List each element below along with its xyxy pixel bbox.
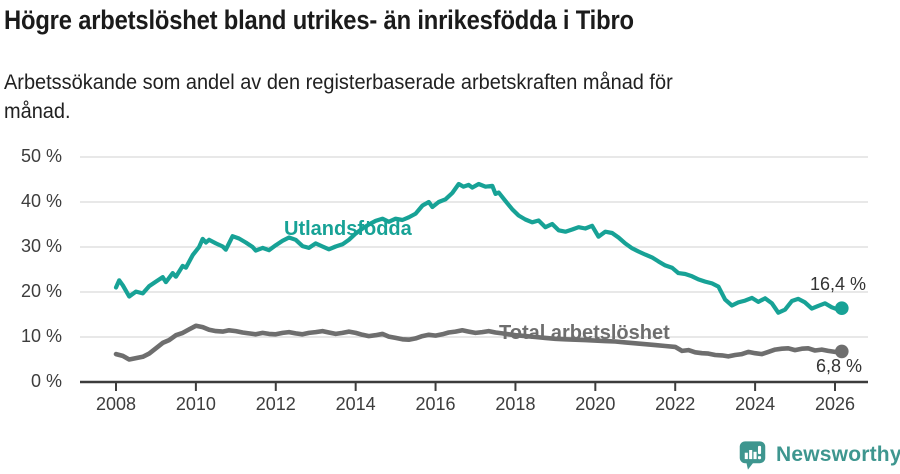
series-line-total [113,323,845,362]
x-tick-label: 2024 [735,394,776,414]
y-tick-label: 20 % [20,281,62,301]
series-line-utlandsfodda [113,181,844,315]
newsworthy-wordmark: Newsworthy [776,443,900,466]
x-tick-label: 2010 [175,394,216,414]
end-value-label-total: 6,8 % [815,356,862,376]
x-tick-label: 2022 [655,394,696,414]
series-end-dot-total [835,344,849,359]
x-tick-label: 2008 [95,394,137,414]
chart-subtitle: Arbetssökande som andel av den registerb… [4,68,673,126]
end-value-label-utlandsfodda: 16,4 % [809,274,866,294]
x-tick-label: 2020 [575,394,616,414]
chart-subtitle-line1: Arbetssökande som andel av den registerb… [4,71,673,94]
chart-title: Högre arbetslöshet bland utrikes- än inr… [4,5,634,35]
x-tick-label: 2012 [255,394,296,414]
y-tick-label: 50 % [20,146,62,166]
series-end-dot-utlandsfodda [835,301,849,316]
newsworthy-logo[interactable]: Newsworthy [737,439,900,471]
x-tick-label: 2026 [814,394,855,414]
y-tick-label: 10 % [20,326,62,346]
series-label-total-arbetsloshet: Total arbetslöshet [499,322,670,344]
x-tick-label: 2014 [335,394,376,414]
series-label-utlandsfodda: Utlandsfödda [284,218,412,240]
chart-subtitle-line2: månad. [4,100,71,123]
newsworthy-bubble-chart-icon [739,441,766,470]
y-tick-label: 0 % [30,371,62,391]
y-tick-label: 40 % [20,191,62,211]
x-tick-label: 2016 [415,394,456,414]
y-tick-label: 30 % [20,236,62,256]
x-tick-label: 2018 [495,394,536,414]
